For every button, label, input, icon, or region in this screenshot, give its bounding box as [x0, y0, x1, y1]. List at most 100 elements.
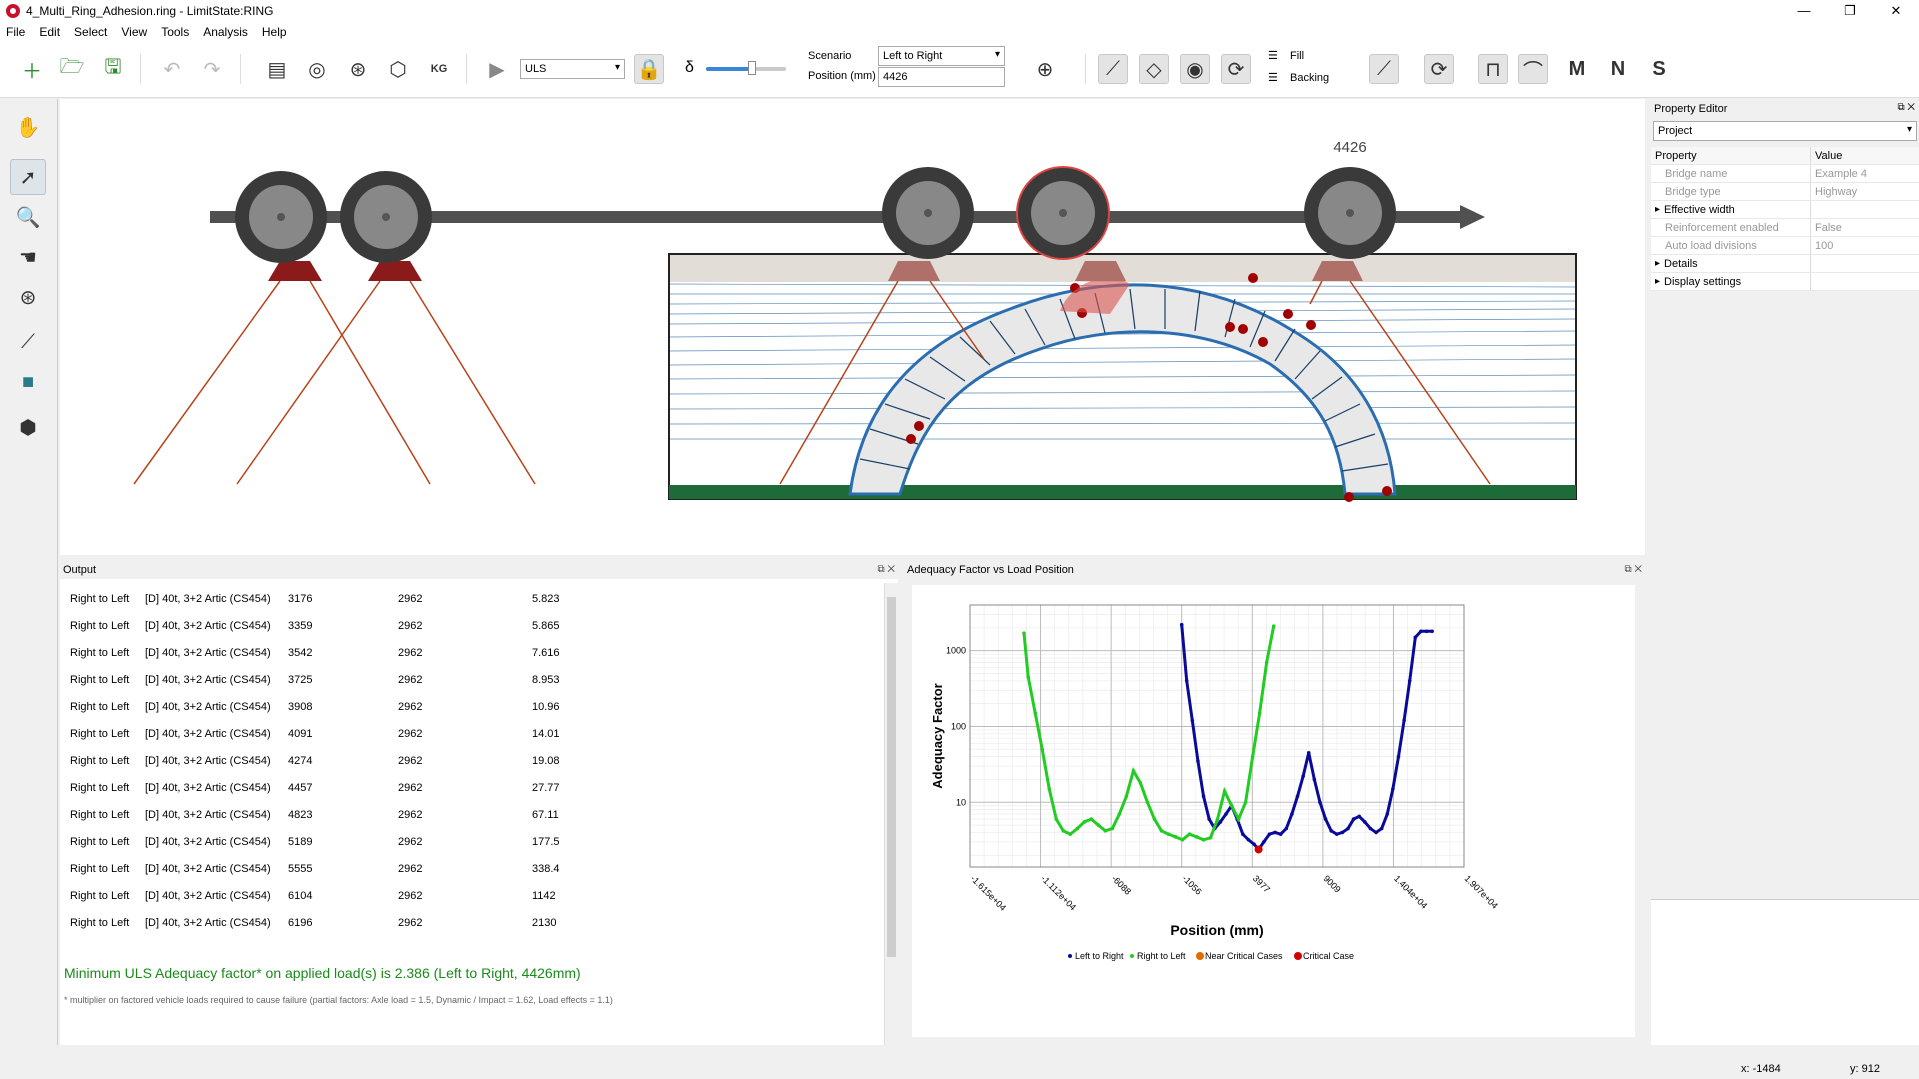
zoom-in-icon[interactable]: ⊕ [1036, 58, 1054, 81]
target-icon[interactable]: ◉ [1180, 54, 1210, 84]
mechanism-icon[interactable]: ⟋ [1098, 54, 1128, 84]
data-point [1131, 769, 1136, 773]
menu-analysis[interactable]: Analysis [203, 25, 248, 39]
chart-panel-close-icon[interactable]: ⧉ ✕ [1624, 564, 1642, 575]
table-cell: 14.01 [532, 727, 560, 740]
table-cell: Right to Left [70, 781, 130, 794]
output-scrollbar[interactable] [884, 583, 898, 1045]
table-cell: 2962 [398, 619, 423, 632]
load-pattern-icon[interactable]: ⟋ [1369, 54, 1399, 84]
arch-icon[interactable]: ⌒ [1518, 54, 1548, 84]
redo-icon[interactable]: ↷ [203, 58, 221, 81]
panel-close-icon[interactable]: ⧉ ✕ [877, 564, 895, 575]
block-tool-icon[interactable]: ■ [21, 370, 35, 393]
menu-edit[interactable]: Edit [39, 25, 61, 39]
select-pointer-icon[interactable]: ➚ [10, 159, 46, 195]
menu-select[interactable]: Select [74, 25, 108, 39]
property-row[interactable]: Details [1651, 255, 1919, 273]
property-editor-controls[interactable]: ⧉ ✕ [1897, 102, 1915, 113]
table-row[interactable]: Right to Left [D] 40t, 3+2 Artic (CS454) 5… [70, 855, 592, 882]
property-row[interactable]: Reinforcement enabled False [1651, 219, 1919, 237]
table-cell: Right to Left [70, 646, 130, 659]
cursor-y: y: 912 [1850, 1063, 1880, 1075]
table-cell: Right to Left [70, 619, 130, 632]
property-row[interactable]: Display settings [1651, 273, 1919, 291]
cube-icon[interactable]: ⬢ [19, 416, 37, 439]
table-row[interactable]: Right to Left [D] 40t, 3+2 Artic (CS454) 6… [70, 909, 592, 936]
property-row[interactable]: Bridge name Example 4 [1651, 165, 1919, 183]
normal-force-icon[interactable]: N [1610, 57, 1626, 80]
table-row[interactable]: Right to Left [D] 40t, 3+2 Artic (CS454) 4… [70, 801, 592, 828]
scenario-select[interactable]: Left to Right [878, 46, 1005, 66]
limit-state-select[interactable]: ULS [520, 59, 625, 79]
table-cell: 2962 [398, 808, 423, 821]
y-tick-label: 10 [956, 797, 966, 807]
position-label: Position (mm) [808, 70, 876, 82]
y-tick-label: 100 [951, 721, 966, 731]
table-row[interactable]: Right to Left [D] 40t, 3+2 Artic (CS454) 3… [70, 693, 592, 720]
run-icon[interactable]: ▶ [489, 58, 505, 81]
menu-file[interactable]: File [6, 25, 26, 39]
property-row[interactable]: Auto load divisions 100 [1651, 237, 1919, 255]
delta-slider[interactable] [706, 61, 786, 75]
data-point [1207, 817, 1211, 821]
fill-toggle[interactable]: Fill [1290, 50, 1305, 62]
property-scope-select[interactable]: Project [1653, 121, 1917, 141]
property-row[interactable]: Effective width [1651, 201, 1919, 219]
backing-toggle[interactable]: Backing [1290, 72, 1330, 84]
property-row[interactable]: Bridge type Highway [1651, 183, 1919, 201]
menu-tools[interactable]: Tools [161, 25, 190, 39]
block-icon[interactable]: ⬡ [389, 58, 407, 81]
open-folder-icon[interactable]: 🗁 [59, 56, 85, 78]
save-icon[interactable]: 🖫 [104, 56, 122, 78]
property-value: Highway [1815, 185, 1858, 198]
bridge-icon[interactable]: ⊓ [1478, 54, 1508, 84]
table-row[interactable]: Right to Left [D] 40t, 3+2 Artic (CS454) 3… [70, 612, 592, 639]
x-tick-label: -1.112e+04 [1039, 873, 1078, 912]
view-3d-icon[interactable]: ⊛ [19, 286, 37, 309]
new-file-icon[interactable]: ＋ [22, 60, 42, 83]
model-canvas[interactable]: 4426 [60, 99, 1645, 555]
zoom-icon[interactable]: 🔍 [15, 206, 41, 229]
property-description [1651, 899, 1919, 1045]
position-input[interactable] [878, 67, 1005, 87]
moment-icon[interactable]: M [1568, 57, 1586, 80]
table-cell: 2130 [532, 916, 557, 929]
property-key: Bridge name [1651, 165, 1811, 182]
table-cell: 6196 [288, 916, 313, 929]
table-row[interactable]: Right to Left [D] 40t, 3+2 Artic (CS454) 3… [70, 666, 592, 693]
maximize-button[interactable]: ❐ [1844, 3, 1856, 18]
table-row[interactable]: Right to Left [D] 40t, 3+2 Artic (CS454) 4… [70, 720, 592, 747]
pan-hand-icon[interactable]: ✋ [15, 116, 41, 139]
shear-force-icon[interactable]: S [1652, 57, 1666, 80]
table-row[interactable]: Right to Left [D] 40t, 3+2 Artic (CS454) 4… [70, 774, 592, 801]
ring-icon[interactable]: ◎ [308, 58, 326, 81]
table-row[interactable]: Right to Left [D] 40t, 3+2 Artic (CS454) 5… [70, 828, 592, 855]
lock-icon[interactable]: 🔒 [634, 54, 664, 84]
mechanism-tool-icon[interactable]: ⟋ [21, 330, 35, 353]
data-point [1033, 711, 1038, 715]
data-point [1419, 629, 1423, 634]
fill-icon[interactable]: ☰ [1268, 50, 1278, 62]
x-tick-label: -6088 [1110, 873, 1133, 896]
hand-icon[interactable]: ☚ [19, 246, 37, 269]
menu-help[interactable]: Help [261, 25, 287, 39]
backing-icon[interactable]: ☰ [1268, 72, 1278, 84]
clipboard-icon[interactable]: ▤ [267, 58, 287, 81]
load-kg-icon[interactable]: KG [430, 63, 448, 75]
minimize-button[interactable]: — [1797, 3, 1811, 18]
refresh-icon[interactable]: ⟳ [1221, 54, 1251, 84]
close-button[interactable]: ✕ [1890, 3, 1902, 18]
table-row[interactable]: Right to Left [D] 40t, 3+2 Artic (CS454) 3… [70, 585, 592, 612]
table-row[interactable]: Right to Left [D] 40t, 3+2 Artic (CS454) 6… [70, 882, 592, 909]
legend-label: Critical Case [1303, 951, 1354, 961]
eraser-icon[interactable]: ◇ [1139, 54, 1169, 84]
undo-icon[interactable]: ↶ [163, 58, 181, 81]
wheel-icon[interactable]: ⊛ [349, 58, 367, 81]
left-toolbar: ✋ ➚ 🔍 ☚ ⊛ ⟋ ■ ⬢ [0, 99, 58, 1045]
table-row[interactable]: Right to Left [D] 40t, 3+2 Artic (CS454) 3… [70, 639, 592, 666]
rotate-icon[interactable]: ⟳ [1424, 54, 1454, 84]
table-row[interactable]: Right to Left [D] 40t, 3+2 Artic (CS454) 4… [70, 747, 592, 774]
menu-view[interactable]: View [121, 25, 148, 39]
data-point [1145, 800, 1150, 805]
